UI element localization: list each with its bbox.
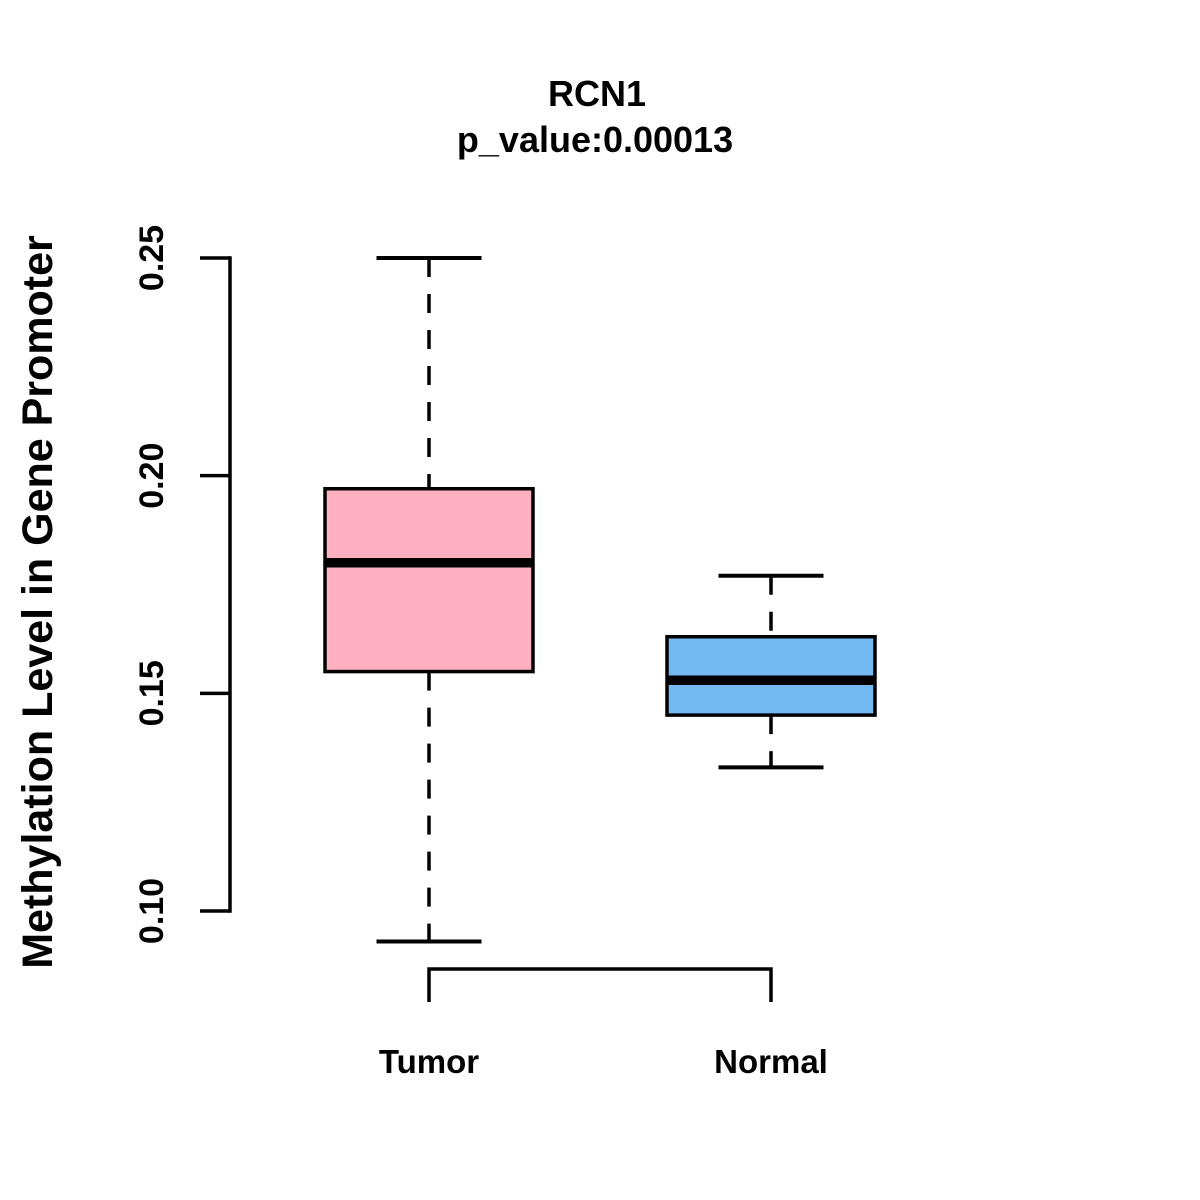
subtitle-line: p_value:0.00013 <box>457 119 733 160</box>
chart-title: RCN1 p_value:0.00013 <box>457 73 733 160</box>
y-tick-label: 0.15 <box>133 660 171 726</box>
y-tick-label: 0.20 <box>133 443 171 509</box>
x-label-tumor: Tumor <box>379 1043 479 1080</box>
x-label-normal: Normal <box>714 1043 828 1080</box>
boxplot-tumor <box>323 256 535 944</box>
boxplot-normal <box>665 573 877 770</box>
tumor-box <box>323 486 535 674</box>
y-tick-label: 0.25 <box>133 225 171 291</box>
y-axis-title: Methylation Level in Gene Promoter <box>14 235 62 969</box>
x-axis-bracket <box>427 967 773 1002</box>
title-line: RCN1 <box>548 73 646 114</box>
y-axis: 0.10 0.15 0.20 0.25 <box>133 225 232 944</box>
y-tick-label: 0.10 <box>133 878 171 944</box>
